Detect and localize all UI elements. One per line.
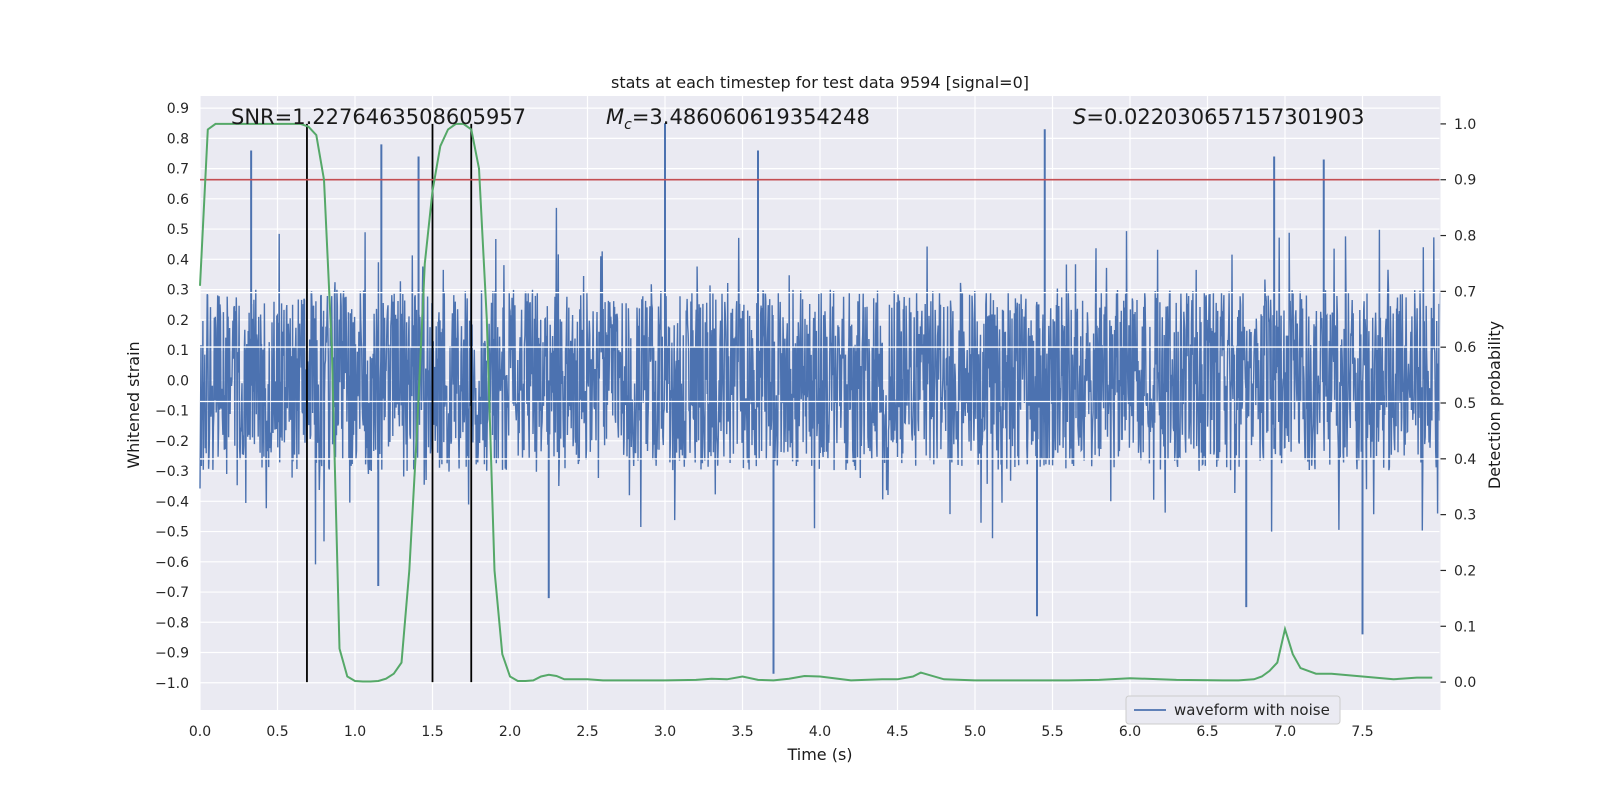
y2-axis-label: Detection probability	[1485, 321, 1504, 489]
snr-annotation: SNR=1.2276463508605957	[231, 105, 526, 129]
y2-tick-label: 0.7	[1454, 284, 1476, 300]
strain-series	[199, 123, 1441, 674]
legend: waveform with noise	[1125, 695, 1341, 725]
x-tick-label: 2.5	[576, 724, 598, 740]
y2-tick-label: 0.1	[1454, 619, 1476, 635]
y-axis-label: Whitened strain	[124, 341, 143, 468]
chirp-mass-value: =3.486060619354248	[632, 105, 870, 129]
y2-ticks: 1.0 0.9 0.8 0.7 0.6 0.5 0.4 0.3 0.2 0.1 0.0	[1440, 117, 1476, 691]
x-tick-label: 1.5	[421, 724, 443, 740]
y-tick-label: 0.4	[167, 252, 189, 268]
y-tick-label: −0.3	[155, 464, 189, 480]
y2-tick-label: 0.2	[1454, 563, 1476, 579]
y-tick-label: −1.0	[155, 676, 189, 692]
s-value: =0.022030657157301903	[1086, 105, 1364, 129]
x-tick-label: 6.5	[1196, 724, 1218, 740]
legend-box	[1125, 695, 1341, 725]
x-ticks: 0.0 0.5 1.0 1.5 2.0 2.5 3.0 3.5 4.0 4.5 5.0 5.5 6.0 6…	[189, 724, 1374, 740]
x-tick-label: 5.0	[964, 724, 986, 740]
y-tick-label: 0.6	[167, 192, 189, 208]
y2-tick-label: 0.0	[1454, 675, 1476, 691]
y-tick-label: 0.8	[167, 131, 189, 147]
y2-tick-label: 1.0	[1454, 117, 1476, 133]
y-tick-label: −0.2	[155, 434, 189, 450]
chirp-mass-annotation: Mc=3.486060619354248	[606, 105, 870, 133]
y-tick-label: 0.0	[167, 373, 189, 389]
y-ticks: 0.9 0.8 0.7 0.6 0.5 0.4 0.3 0.2 0.1 0.0 −0.1 −0.2 −0…	[155, 101, 189, 692]
y-tick-label: 0.1	[167, 343, 189, 359]
y2-tick-label: 0.5	[1454, 396, 1476, 412]
vertical-lines	[306, 123, 473, 683]
legend-label: waveform with noise	[1174, 701, 1330, 719]
probability-line	[199, 122, 1433, 683]
y-tick-label: −0.4	[155, 494, 189, 510]
y-tick-label: −0.8	[155, 615, 189, 631]
y-tick-label: −0.6	[155, 555, 189, 571]
chirp-mass-subscript: c	[624, 117, 632, 133]
x-tick-label: 2.0	[499, 724, 521, 740]
y2-tick-label: 0.3	[1454, 508, 1476, 524]
x-tick-label: 1.0	[344, 724, 366, 740]
s-symbol: S	[1073, 105, 1086, 129]
y-tick-label: −0.5	[155, 525, 189, 541]
y2-tick-label: 0.9	[1454, 173, 1476, 189]
y-tick-label: 0.2	[167, 313, 189, 329]
s-annotation: S=0.022030657157301903	[1073, 105, 1364, 129]
y-tick-label: 0.5	[167, 222, 189, 238]
probability-overlay	[199, 96, 1441, 710]
y-tick-label: −0.9	[155, 646, 189, 662]
x-tick-label: 3.5	[731, 724, 753, 740]
y-tick-label: 0.3	[167, 283, 189, 299]
x-tick-label: 6.0	[1119, 724, 1141, 740]
x-tick-label: 7.5	[1351, 724, 1373, 740]
y2-tick-label: 0.6	[1454, 340, 1476, 356]
x-tick-label: 5.5	[1041, 724, 1063, 740]
x-tick-label: 4.0	[809, 724, 831, 740]
x-tick-label: 4.5	[886, 724, 908, 740]
chart-title: stats at each timestep for test data 959…	[611, 73, 1029, 92]
x-tick-label: 7.0	[1274, 724, 1296, 740]
x-tick-label: 0.0	[189, 724, 211, 740]
y2-tick-label: 0.4	[1454, 452, 1476, 468]
y-tick-label: 0.9	[167, 101, 189, 117]
x-tick-label: 3.0	[654, 724, 676, 740]
x-tick-label: 0.5	[266, 724, 288, 740]
chirp-mass-symbol: M	[606, 105, 624, 129]
y2-tick-label: 0.8	[1454, 229, 1476, 245]
x-axis-label: Time (s)	[786, 745, 852, 764]
y-tick-label: −0.1	[155, 404, 189, 420]
y-tick-label: 0.7	[167, 162, 189, 178]
y-tick-label: −0.7	[155, 585, 189, 601]
